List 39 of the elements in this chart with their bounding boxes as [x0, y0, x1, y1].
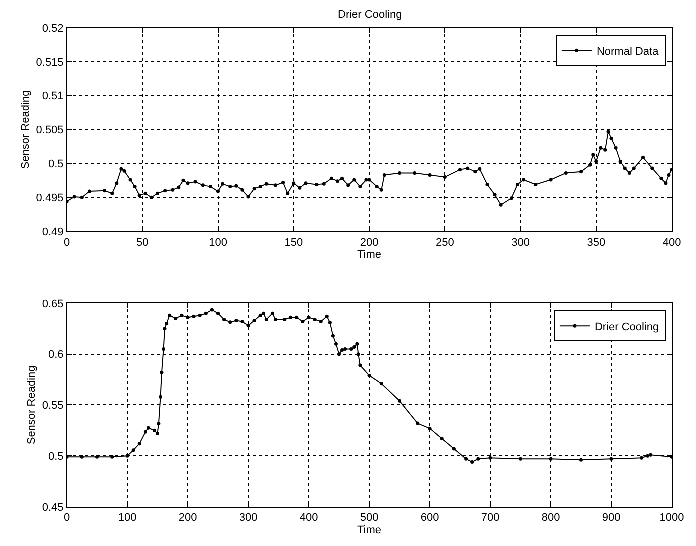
legend-label: Drier Cooling: [594, 321, 660, 334]
x-tick-label: 200: [360, 236, 379, 249]
y-tick-label: 0.505: [36, 124, 64, 137]
x-tick-label: 0: [64, 236, 70, 249]
y-tick-label: 0.495: [36, 192, 64, 204]
x-axis-title: Time: [357, 248, 382, 261]
y-tick-label: 0.5: [48, 450, 64, 463]
y-tick-label: 0.49: [42, 226, 64, 238]
x-tick-label: 1000: [660, 512, 684, 524]
x-tick-label: 0: [64, 512, 70, 524]
x-tick-label: 400: [300, 512, 318, 524]
y-tick-label: 0.6: [48, 349, 64, 362]
x-tick-label: 250: [436, 236, 454, 249]
x-tick-label: 100: [118, 512, 137, 524]
x-tick-label: 300: [239, 512, 258, 524]
y-tick-label: 0.45: [42, 502, 64, 514]
y-axis-title: Sensor Reading: [20, 90, 32, 170]
legend-label: Normal Data: [596, 46, 660, 58]
x-axis-title: Time: [357, 524, 382, 536]
y-tick-label: 0.52: [42, 22, 64, 35]
chart-title: Drier Cooling: [338, 9, 402, 21]
x-tick-label: 600: [420, 512, 440, 524]
x-tick-label: 150: [284, 236, 304, 249]
y-tick-label: 0.515: [36, 56, 64, 69]
x-tick-label: 500: [360, 512, 379, 524]
y-tick-label: 0.55: [42, 400, 64, 412]
y-axis-title: Sensor Reading: [26, 366, 38, 445]
x-tick-label: 50: [136, 236, 149, 249]
x-tick-label: 200: [178, 512, 198, 524]
x-tick-label: 300: [512, 236, 530, 249]
x-tick-label: 900: [602, 512, 621, 524]
x-tick-label: 700: [481, 512, 500, 524]
x-tick-label: 100: [209, 236, 228, 249]
x-tick-label: 400: [662, 236, 682, 249]
x-tick-label: 800: [542, 512, 560, 524]
y-tick-label: 0.5: [48, 158, 64, 171]
x-tick-label: 350: [587, 236, 606, 249]
y-tick-label: 0.65: [42, 298, 64, 310]
y-tick-label: 0.51: [42, 90, 64, 103]
